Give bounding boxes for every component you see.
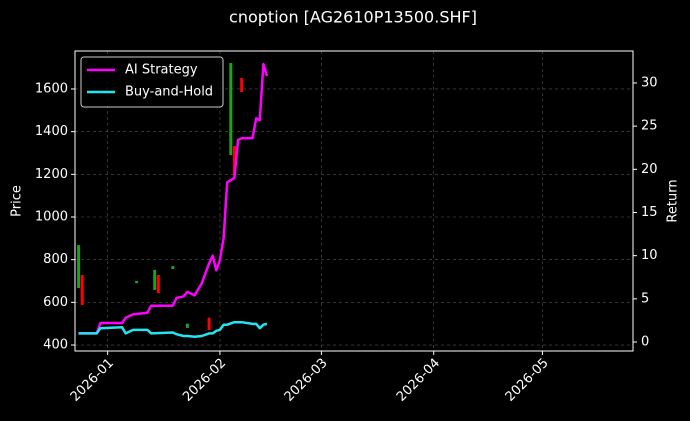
plot-frame: [74, 50, 634, 352]
y2-tick-label: 15: [641, 205, 658, 220]
y-tick-label: 600: [43, 295, 68, 310]
y2-axis-label: Return: [666, 179, 681, 222]
chart-title: cnoption [AG2610P13500.SHF]: [229, 8, 477, 27]
candle-body: [185, 323, 189, 328]
legend-label: Buy-and-Hold: [125, 85, 213, 100]
candle-body: [80, 275, 84, 305]
series-line: [78, 62, 269, 335]
y2-tick-label: 10: [641, 248, 658, 263]
y2-tick-label: 20: [641, 162, 658, 177]
y2-tick-label: 30: [641, 75, 658, 90]
candle-body: [153, 269, 157, 290]
y2-tick-label: 0: [641, 335, 649, 350]
legend-box: [80, 56, 224, 108]
y-tick-label: 1000: [35, 210, 68, 225]
candle-body: [135, 281, 139, 284]
legend-label: AI Strategy: [125, 63, 198, 78]
candle-body: [229, 62, 233, 156]
candle-body: [207, 317, 211, 331]
y-tick-label: 1600: [35, 81, 68, 96]
y-tick-label: 800: [43, 252, 68, 267]
candle-body: [240, 77, 244, 92]
y-tick-label: 400: [43, 338, 68, 353]
y2-tick-label: 25: [641, 119, 658, 134]
candle-body: [156, 275, 160, 293]
y-tick-label: 1200: [35, 167, 68, 182]
series-line: [78, 320, 268, 339]
candle-body: [171, 266, 175, 270]
y2-tick-label: 5: [641, 291, 649, 306]
y-tick-label: 1400: [35, 124, 68, 139]
y-axis-label: Price: [10, 185, 25, 217]
candle-body: [232, 145, 236, 175]
candle-body: [77, 245, 81, 289]
